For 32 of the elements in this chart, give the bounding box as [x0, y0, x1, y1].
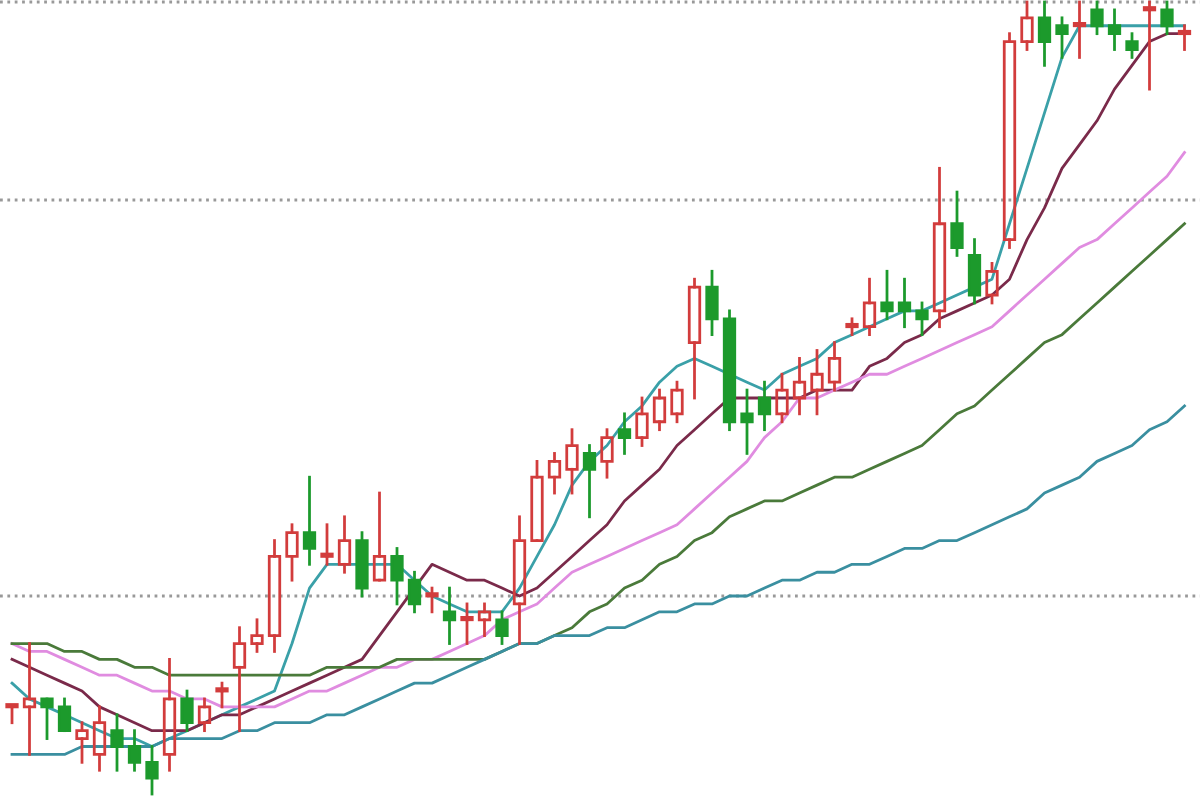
candlestick [582, 444, 597, 519]
candlestick [1002, 32, 1017, 249]
candlestick [407, 570, 422, 614]
candlestick [722, 309, 737, 432]
candlestick [267, 539, 282, 653]
candlestick [687, 277, 702, 400]
candlestick [827, 341, 842, 392]
candlestick [162, 657, 177, 772]
candlestick [232, 626, 247, 733]
candlestick [547, 452, 562, 495]
candlestick [477, 602, 492, 637]
candlestick [862, 277, 877, 337]
candlestick [897, 277, 912, 329]
candlestick [1037, 0, 1052, 67]
candlestick [652, 388, 667, 432]
candlestick [337, 515, 352, 574]
candlestick [932, 166, 947, 329]
candlestick [22, 642, 37, 756]
candlestick [617, 412, 632, 455]
candlestick [302, 475, 317, 566]
candlestick [1107, 8, 1122, 51]
candlestick [197, 697, 212, 733]
candlestick [757, 380, 772, 432]
candlestick [1072, 0, 1087, 59]
candlestick [442, 586, 457, 645]
candlestick [967, 238, 982, 305]
candlestick [127, 729, 142, 772]
candlestick [92, 705, 107, 772]
candlestick [810, 349, 824, 416]
candlestick [792, 357, 807, 416]
candlestick [512, 515, 527, 645]
candlestick [740, 388, 754, 455]
